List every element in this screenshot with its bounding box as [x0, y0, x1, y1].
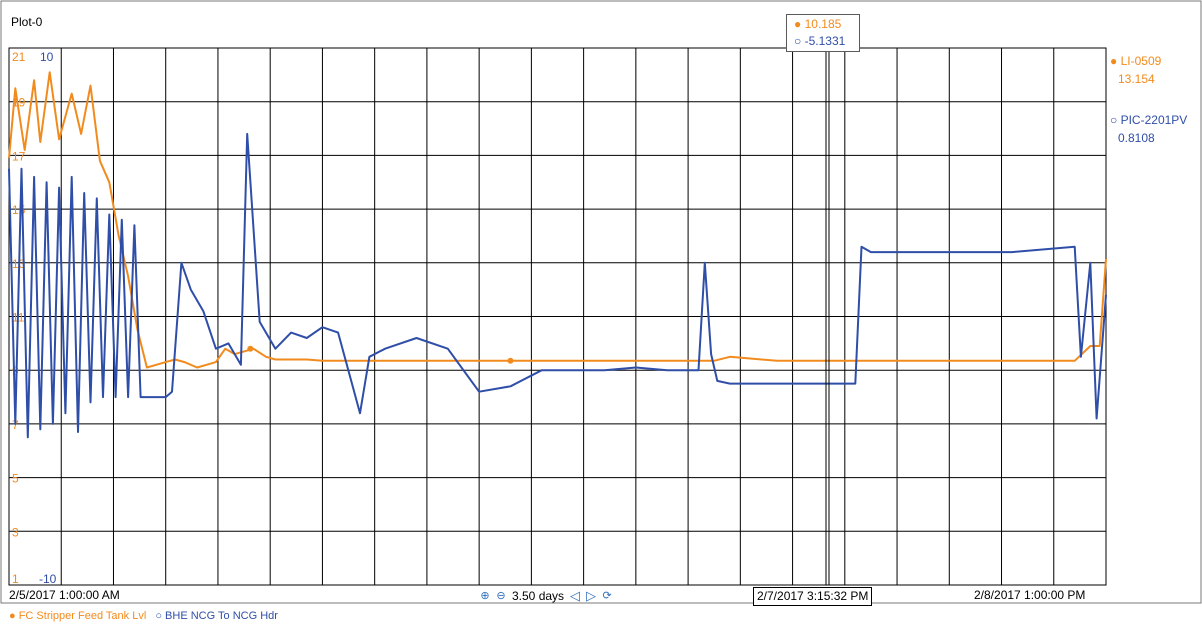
bottom-legend-series2-text: BHE NCG To NCG Hdr	[165, 610, 278, 622]
x-axis-start-label: 2/5/2017 1:00:00 AM	[9, 588, 120, 602]
y-tick-label-left: 1	[12, 572, 19, 586]
y-tick-label-left: 19	[12, 96, 26, 110]
time-navigation-bar: ⊕ ⊖ 3.50 days ◁ ▷ ⟳	[478, 587, 614, 605]
time-span-label[interactable]: 3.50 days	[512, 589, 565, 603]
series-marker-orange	[507, 357, 514, 364]
y-tick-label-left: 3	[12, 525, 19, 539]
y-tick-label-right-top: 10	[40, 50, 54, 64]
series-line-fc-stripper-feed-tank-lvl[interactable]	[8, 71, 1107, 369]
plot-title: Plot-0	[11, 15, 43, 29]
cursor-time-label[interactable]: 2/7/2017 3:15:32 PM	[753, 587, 873, 606]
cursor-value-orange: ● 10.185	[794, 17, 842, 31]
cursor-orange-value-text: 10.185	[804, 17, 842, 31]
bottom-legend: ● FC Stripper Feed Tank Lvl ○ BHE NCG To…	[9, 610, 278, 622]
y-tick-label-left: 9	[12, 364, 19, 378]
bottom-legend-series2[interactable]: ○ BHE NCG To NCG Hdr	[155, 610, 278, 622]
cursor-value-box: ● 10.185 ○ -5.1331	[786, 14, 860, 52]
series-lines	[8, 71, 1107, 439]
y-tick-label-right-bottom: -10	[39, 572, 57, 586]
bottom-legend-series1[interactable]: ● FC Stripper Feed Tank Lvl	[9, 610, 147, 622]
left-arrow-icon[interactable]: ◁	[570, 588, 581, 603]
chart-outer-border	[0, 0, 1202, 604]
y-tick-label-left: 7	[12, 418, 19, 432]
right-legend-series2[interactable]: ○ PIC-2201PV	[1110, 113, 1188, 127]
x-axis-end-label: 2/8/2017 1:00:00 PM	[974, 588, 1086, 602]
y-tick-label-left: 15	[12, 203, 26, 217]
zoom-out-icon[interactable]: ⊖	[496, 590, 506, 602]
right-legend-series1-value: 13.154	[1118, 72, 1155, 86]
zoom-in-icon[interactable]: ⊕	[480, 590, 490, 602]
right-arrow-icon[interactable]: ▷	[586, 588, 597, 603]
bottom-legend-series1-text: FC Stripper Feed Tank Lvl	[18, 610, 147, 622]
series2-tag: PIC-2201PV	[1120, 113, 1188, 127]
refresh-icon[interactable]: ⟳	[602, 590, 612, 602]
grid-lines	[9, 48, 1106, 585]
right-legend-series1[interactable]: ● LI-0509	[1110, 54, 1162, 68]
series1-tag: LI-0509	[1120, 54, 1162, 68]
cursor-value-blue: ○ -5.1331	[794, 34, 846, 48]
series-marker-orange	[247, 345, 254, 352]
y-tick-label-left: 5	[12, 472, 19, 486]
series-line-bhe-ncg-to-ncg-hdr[interactable]	[8, 132, 1107, 439]
y-tick-label-left: 17	[12, 149, 26, 163]
y-tick-label-left: 21	[12, 50, 26, 64]
right-legend-series2-value: 0.8108	[1118, 131, 1155, 145]
cursor-blue-value-text: -5.1331	[804, 34, 846, 48]
